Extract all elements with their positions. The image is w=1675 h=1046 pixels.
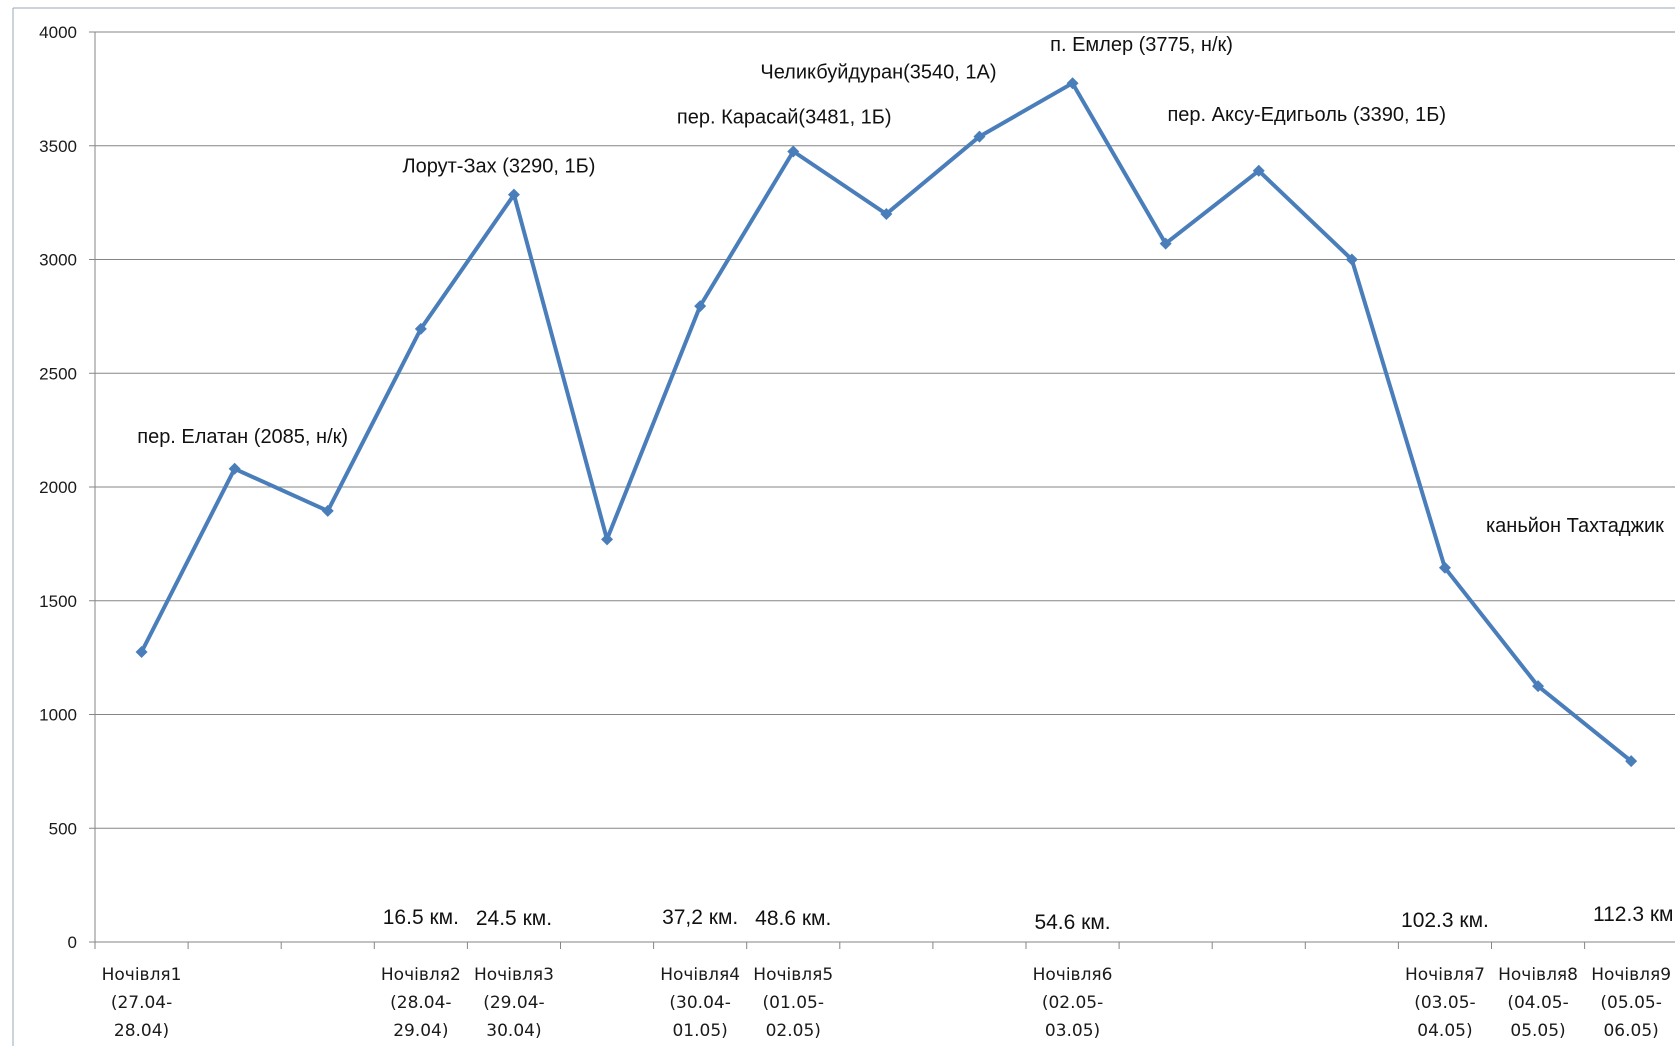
data-point <box>880 208 893 220</box>
category-label: Ночівля5 <box>753 965 833 985</box>
data-point <box>321 504 334 517</box>
y-tick-label: 3000 <box>39 251 77 270</box>
distance-label: 48.6 км. <box>755 907 831 930</box>
point-annotation: п. Емлер (3775, н/к) <box>1050 34 1233 56</box>
data-point <box>1159 237 1172 250</box>
y-tick-label: 2500 <box>39 364 77 383</box>
category-label: 30.04) <box>486 1021 541 1041</box>
category-label: Ночівля7 <box>1405 965 1485 985</box>
data-point <box>601 533 614 546</box>
distance-label: 102.3 км. <box>1401 909 1489 932</box>
y-tick-label: 2000 <box>39 478 77 497</box>
category-label: 04.05) <box>1417 1021 1472 1041</box>
category-label: Ночівля6 <box>1033 965 1113 985</box>
y-tick-label: 3500 <box>39 137 77 156</box>
point-annotation: каньйон Тахтаджик <box>1486 515 1664 537</box>
gridlines <box>95 31 1675 829</box>
category-label: Ночівля1 <box>102 965 182 985</box>
category-label: (02.05- <box>1042 993 1103 1013</box>
distance-labels: 16.5 км. 24.5 км. 37,2 км. 48.6 км. 54.6 км.… <box>383 903 1675 934</box>
category-label: (28.04- <box>390 993 451 1013</box>
data-point <box>694 300 707 313</box>
data-point <box>135 645 148 658</box>
data-point <box>507 188 520 201</box>
category-label: 06.05) <box>1603 1021 1658 1041</box>
distance-label: 16.5 км. <box>383 906 459 929</box>
category-label: Ночівля4 <box>660 965 740 985</box>
category-label: (04.05- <box>1507 993 1568 1013</box>
data-point <box>787 145 800 158</box>
category-label: Ночівля9 <box>1591 965 1671 985</box>
data-point <box>1066 77 1079 90</box>
distance-label: 54.6 км. <box>1034 911 1110 934</box>
category-label: Ночівля2 <box>381 965 461 985</box>
distance-label: 112.3 км. <box>1593 903 1675 926</box>
category-label: 28.04) <box>114 1021 169 1041</box>
category-label: (27.04- <box>111 993 172 1013</box>
category-label: (05.05- <box>1600 993 1661 1013</box>
series-elevation <box>135 77 1638 768</box>
distance-label: 24.5 км. <box>476 907 552 930</box>
data-point <box>414 322 427 335</box>
category-label: 03.05) <box>1045 1021 1100 1041</box>
y-tick-label: 500 <box>49 819 77 838</box>
category-label: Ночівля3 <box>474 965 554 985</box>
data-point <box>1438 561 1451 574</box>
distance-label: 37,2 км. <box>662 906 738 929</box>
y-tick-label: 1000 <box>39 706 77 725</box>
data-point <box>228 462 241 475</box>
category-label: (29.04- <box>483 993 544 1013</box>
data-point <box>973 130 986 143</box>
category-label: (01.05- <box>763 993 824 1013</box>
data-point <box>1625 755 1638 768</box>
y-tick-label: 4000 <box>39 23 77 42</box>
category-label: Ночівля8 <box>1498 965 1578 985</box>
category-label: 29.04) <box>393 1021 448 1041</box>
point-annotation: Челикбуйдуран(3540, 1А) <box>760 62 996 84</box>
point-annotation: Лорут-Зах (3290, 1Б) <box>402 156 595 178</box>
category-labels: Ночівля1 (27.04- 28.04) Ночівля2 (28.04- 29.0… <box>102 965 1671 1041</box>
point-annotation: пер. Аксу-Едигьоль (3390, 1Б) <box>1167 104 1446 126</box>
annotations: пер. Елатан (2085, н/к) Лорут-Зах (3290, … <box>137 34 1664 537</box>
category-label: 02.05) <box>766 1021 821 1041</box>
category-label: (30.04- <box>669 993 730 1013</box>
data-point <box>1345 253 1358 266</box>
category-label: (03.05- <box>1414 993 1475 1013</box>
y-tick-label: 1500 <box>39 592 77 611</box>
data-point <box>1252 164 1265 177</box>
point-annotation: пер. Карасай(3481, 1Б) <box>677 106 892 128</box>
point-annotation: пер. Елатан (2085, н/к) <box>137 426 348 448</box>
data-point <box>1532 680 1545 693</box>
category-label: 05.05) <box>1510 1021 1565 1041</box>
axes: 0 500 1000 1500 2000 2500 3000 3500 4000 <box>39 23 1675 952</box>
y-tick-label: 0 <box>68 933 77 952</box>
category-label: 01.05) <box>672 1021 727 1041</box>
